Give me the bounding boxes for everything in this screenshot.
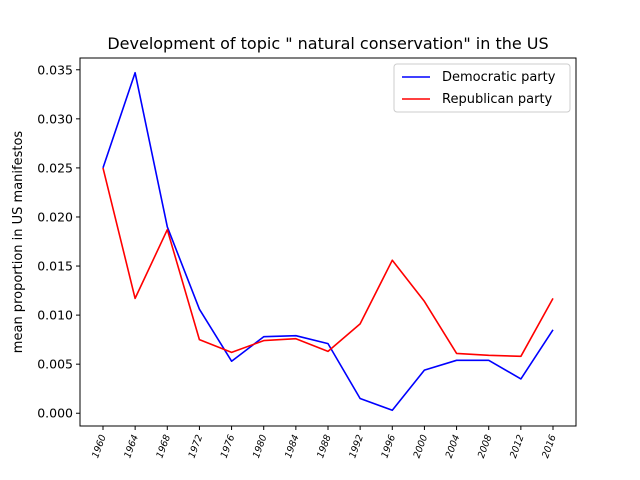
x-tick-label: 1996	[379, 433, 398, 459]
series-line-democratic	[102, 71, 554, 412]
x-tick-label: 1960	[90, 433, 109, 459]
y-axis-label: mean proportion in US manifestos	[11, 131, 26, 354]
legend-label-republican: Republican party	[442, 92, 553, 107]
x-tick-label: 1984	[283, 433, 302, 459]
x-tick-label: 2000	[412, 433, 431, 459]
legend: Democratic party Republican party	[393, 63, 571, 113]
x-axis: 1960 1964 1968 1972 1976 1980 1984 1988 1992 1996…	[90, 426, 559, 460]
x-tick-label: 1992	[347, 433, 366, 459]
y-tick-label: 0.000	[37, 406, 73, 421]
plot-area	[79, 57, 577, 427]
x-tick-label: 1964	[122, 433, 141, 459]
series-lines	[102, 71, 554, 412]
x-tick-label: 2016	[540, 433, 559, 459]
y-axis: 0.000 0.005 0.010 0.015 0.020 0.025 0.030 0.035	[37, 62, 80, 421]
x-tick-label: 2008	[476, 433, 495, 459]
y-tick-label: 0.005	[37, 357, 73, 372]
y-tick-label: 0.035	[37, 62, 73, 77]
chart-title: Development of topic " natural conservat…	[107, 34, 548, 53]
y-tick-label: 0.030	[37, 111, 73, 126]
x-tick-label: 1972	[187, 433, 206, 459]
y-tick-label: 0.010	[37, 308, 73, 323]
x-tick-label: 2004	[444, 433, 463, 459]
x-tick-label: 1968	[154, 433, 173, 459]
x-tick-label: 1988	[315, 433, 334, 459]
y-tick-label: 0.025	[37, 160, 73, 175]
legend-box	[393, 63, 571, 113]
x-tick-label: 1976	[219, 433, 238, 459]
y-tick-label: 0.020	[37, 209, 73, 224]
series-line-republican	[102, 167, 554, 358]
legend-label-democratic: Democratic party	[442, 70, 556, 85]
x-tick-label: 2012	[508, 433, 527, 459]
y-tick-label: 0.015	[37, 259, 73, 274]
x-tick-label: 1980	[251, 433, 270, 459]
